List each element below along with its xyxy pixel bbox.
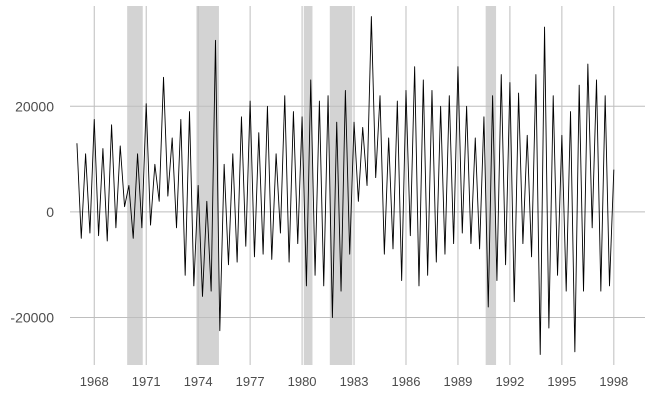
- x-tick-label: 1971: [132, 374, 161, 389]
- shaded-period-1: [127, 6, 143, 365]
- x-tick-label: 1992: [495, 374, 524, 389]
- x-tick-label: 1995: [547, 374, 576, 389]
- y-tick-labels: -20000 0 20000: [10, 98, 54, 325]
- y-tick-label: 0: [46, 204, 54, 220]
- series-line-layer: [76, 16, 615, 355]
- shaded-period-4: [329, 6, 353, 365]
- x-tick-label: 1983: [340, 374, 369, 389]
- y-tick-label: -20000: [10, 309, 54, 325]
- x-tick-label: 1986: [392, 374, 421, 389]
- y-tick-label: 20000: [15, 98, 54, 114]
- x-tick-label: 1977: [236, 374, 265, 389]
- x-tick-label: 1974: [184, 374, 213, 389]
- x-tick-label: 1968: [80, 374, 109, 389]
- series-line-1: [76, 16, 615, 355]
- x-tick-label: 1998: [599, 374, 628, 389]
- x-tick-label: 1980: [288, 374, 317, 389]
- x-tick-label: 1989: [443, 374, 472, 389]
- x-tick-labels: 1968 1971 1974 1977 1980 1983 1986 1989 1992 1995…: [80, 374, 629, 389]
